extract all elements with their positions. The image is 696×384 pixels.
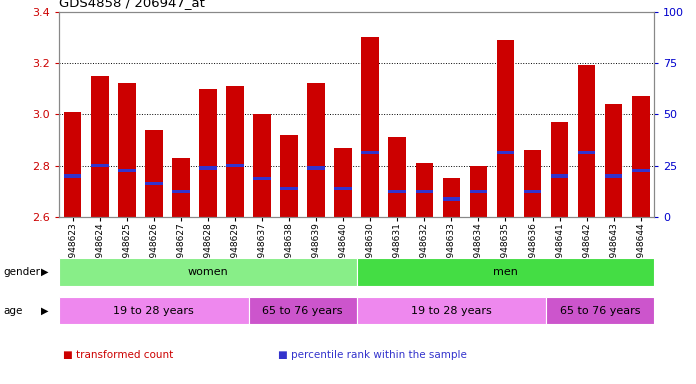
Bar — [632, 169, 649, 172]
Bar — [64, 174, 81, 177]
Bar — [470, 166, 487, 217]
Bar — [59, 258, 357, 286]
Bar — [145, 130, 163, 217]
Bar — [253, 177, 271, 180]
Text: 19 to 28 years: 19 to 28 years — [411, 306, 492, 316]
Bar — [91, 164, 109, 167]
Bar — [334, 187, 352, 190]
Bar — [199, 89, 216, 217]
Bar — [416, 163, 433, 217]
Text: gender: gender — [3, 267, 40, 277]
Text: men: men — [493, 267, 518, 277]
Bar — [248, 297, 357, 324]
Bar — [470, 190, 487, 193]
Bar — [308, 167, 325, 170]
Bar — [578, 151, 595, 154]
Bar — [64, 112, 81, 217]
Bar — [578, 65, 595, 217]
Bar — [551, 122, 569, 217]
Text: ▶: ▶ — [41, 306, 49, 316]
Bar — [361, 37, 379, 217]
Bar — [334, 147, 352, 217]
Bar — [118, 83, 136, 217]
Bar — [416, 190, 433, 193]
Text: 65 to 76 years: 65 to 76 years — [262, 306, 343, 316]
Text: ▶: ▶ — [41, 267, 49, 277]
Bar — [443, 179, 460, 217]
Bar — [172, 190, 190, 193]
Bar — [145, 182, 163, 185]
Text: 65 to 76 years: 65 to 76 years — [560, 306, 640, 316]
Bar — [357, 297, 546, 324]
Bar — [388, 137, 406, 217]
Bar — [523, 150, 541, 217]
Bar — [118, 169, 136, 172]
Bar — [388, 190, 406, 193]
Bar — [497, 40, 514, 217]
Bar — [172, 158, 190, 217]
Bar — [632, 96, 649, 217]
Bar — [308, 83, 325, 217]
Bar — [605, 174, 622, 177]
Bar — [59, 297, 248, 324]
Bar — [546, 297, 654, 324]
Bar — [91, 76, 109, 217]
Bar — [551, 174, 569, 177]
Bar — [523, 190, 541, 193]
Text: ■ percentile rank within the sample: ■ percentile rank within the sample — [278, 350, 467, 360]
Text: women: women — [187, 267, 228, 277]
Bar — [253, 114, 271, 217]
Bar — [605, 104, 622, 217]
Bar — [357, 258, 654, 286]
Bar — [226, 164, 244, 167]
Text: age: age — [3, 306, 23, 316]
Bar — [361, 151, 379, 154]
Bar — [280, 135, 298, 217]
Bar — [497, 151, 514, 154]
Text: 19 to 28 years: 19 to 28 years — [113, 306, 194, 316]
Bar — [443, 197, 460, 201]
Bar — [280, 187, 298, 190]
Bar — [199, 167, 216, 170]
Bar — [226, 86, 244, 217]
Text: GDS4858 / 206947_at: GDS4858 / 206947_at — [59, 0, 205, 9]
Text: ■ transformed count: ■ transformed count — [63, 350, 173, 360]
